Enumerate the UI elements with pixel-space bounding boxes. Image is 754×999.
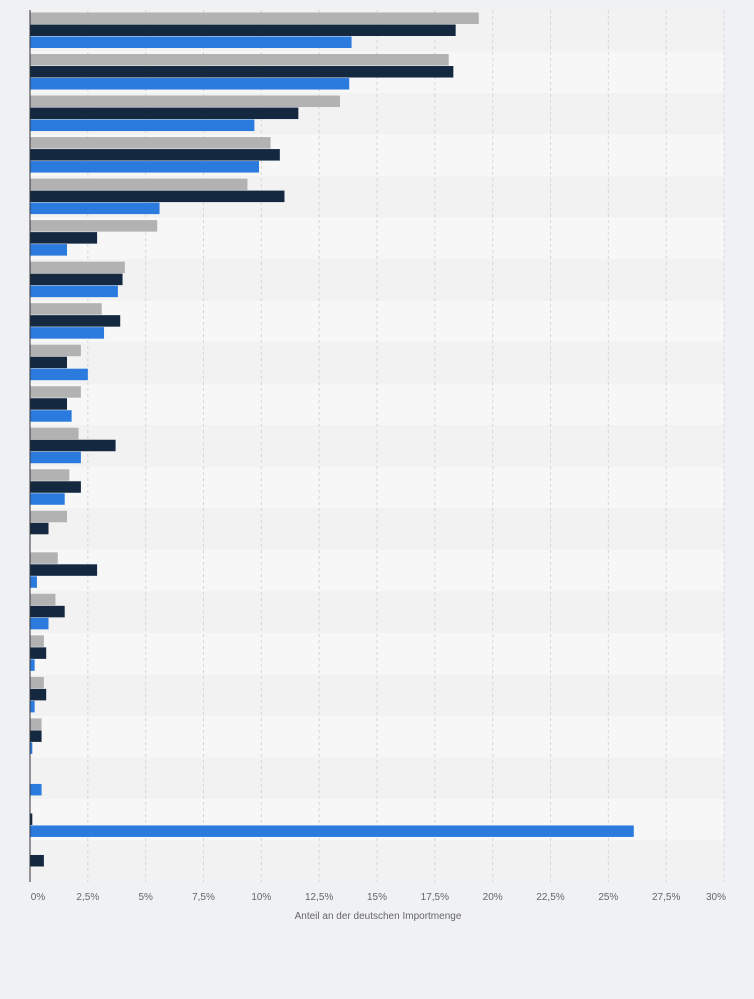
x-tick-label: 0% xyxy=(31,892,46,903)
bar xyxy=(30,78,350,90)
x-tick-label: 12,5% xyxy=(305,892,333,903)
bar xyxy=(30,368,88,381)
bar xyxy=(30,493,65,505)
bar xyxy=(30,451,81,464)
bar xyxy=(30,220,158,232)
bar xyxy=(30,244,68,256)
bar xyxy=(30,742,33,754)
bar xyxy=(30,12,479,24)
x-tick-label: 15% xyxy=(367,892,387,903)
x-tick-label: 20% xyxy=(483,892,503,903)
bar xyxy=(30,149,280,161)
bar xyxy=(30,327,105,339)
bar xyxy=(30,825,634,837)
bar xyxy=(30,54,449,66)
bar xyxy=(30,700,35,713)
bar xyxy=(30,635,44,647)
bar xyxy=(30,66,454,78)
bar xyxy=(30,676,44,689)
x-tick-label: 2,5% xyxy=(76,892,99,903)
bar xyxy=(30,24,456,36)
bar xyxy=(30,427,79,440)
bar xyxy=(30,398,68,410)
bar xyxy=(30,564,98,576)
bar xyxy=(30,469,70,481)
bar xyxy=(30,232,98,244)
bar xyxy=(30,344,81,357)
bar xyxy=(30,95,340,108)
bar xyxy=(30,356,68,369)
bar xyxy=(30,783,42,796)
bars xyxy=(30,12,634,867)
bar xyxy=(30,273,123,286)
bar xyxy=(30,285,118,298)
bar xyxy=(30,439,116,452)
bar xyxy=(30,202,160,215)
bar xyxy=(30,36,352,48)
bar xyxy=(30,161,260,173)
x-tick-label: 5% xyxy=(138,892,153,903)
x-tick-label: 10% xyxy=(251,892,271,903)
x-tick-label: 30% xyxy=(706,892,726,903)
bar xyxy=(30,647,47,659)
bar xyxy=(30,510,68,523)
bar xyxy=(30,522,49,535)
bar xyxy=(30,617,49,630)
bar xyxy=(30,659,35,671)
x-tick-label: 7,5% xyxy=(192,892,215,903)
bar xyxy=(30,854,44,867)
bar xyxy=(30,303,102,315)
x-tick-label: 22,5% xyxy=(536,892,564,903)
bar xyxy=(30,137,271,149)
x-tick-label: 17,5% xyxy=(421,892,449,903)
bar xyxy=(30,386,81,398)
bar xyxy=(30,813,33,825)
bar xyxy=(30,190,285,203)
bar xyxy=(30,178,248,191)
x-tick-label: 27,5% xyxy=(652,892,680,903)
x-axis-title: Anteil an der deutschen Importmenge xyxy=(295,911,462,922)
bar xyxy=(30,576,37,588)
bar xyxy=(30,315,121,327)
bar xyxy=(30,718,42,730)
bar xyxy=(30,119,255,132)
bar xyxy=(30,107,299,120)
x-tick-label: 25% xyxy=(598,892,618,903)
bar xyxy=(30,730,42,742)
x-tick-labels: 0% 2,5% 5% 7,5% 10% 12,5% 15% 17,5% 20% 22,5% 25% 2… xyxy=(31,892,726,903)
bar xyxy=(30,261,125,274)
bar xyxy=(30,552,58,564)
bar xyxy=(30,605,65,618)
bar xyxy=(30,688,47,701)
bar xyxy=(30,481,81,493)
bar xyxy=(30,593,56,606)
bar xyxy=(30,410,72,422)
